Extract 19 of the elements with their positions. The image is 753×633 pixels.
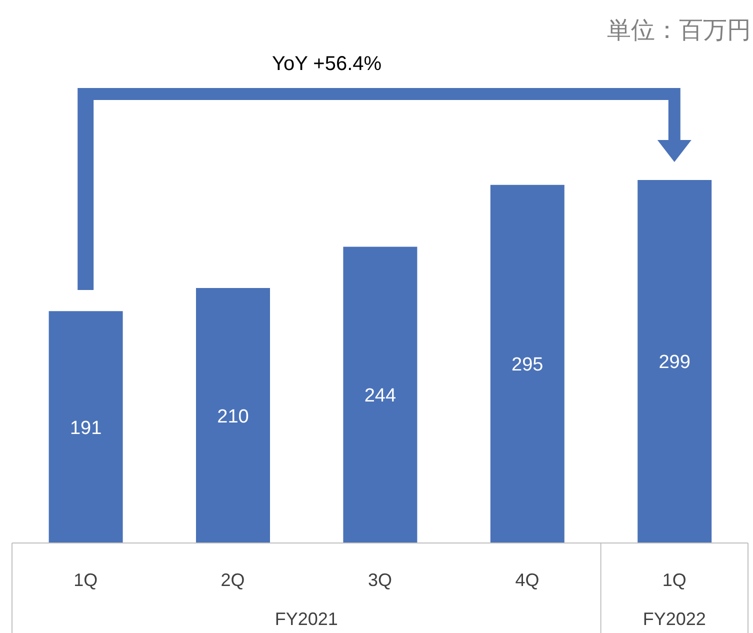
text: FY2021 [274, 609, 338, 629]
x-tick-label: 3Q [368, 570, 392, 590]
x-tick-label: 1Q [662, 570, 686, 590]
bar [48, 311, 123, 543]
data-label: 210 [217, 406, 249, 428]
text: FY2022 [642, 609, 706, 629]
bar [343, 246, 418, 543]
data-label: 191 [70, 418, 102, 439]
bar [196, 288, 270, 543]
x-tick-label: 2Q [220, 570, 245, 590]
bar [490, 184, 564, 543]
data-label: 295 [512, 354, 544, 376]
data-label: 244 [364, 386, 396, 407]
bar [638, 180, 712, 543]
text: YoY +56.4% [272, 53, 382, 75]
text: 単位：百万円 [607, 16, 751, 44]
data-label: 299 [658, 352, 690, 374]
x-tick-label: 4Q [515, 570, 540, 590]
x-tick-label: 1Q [74, 570, 98, 590]
